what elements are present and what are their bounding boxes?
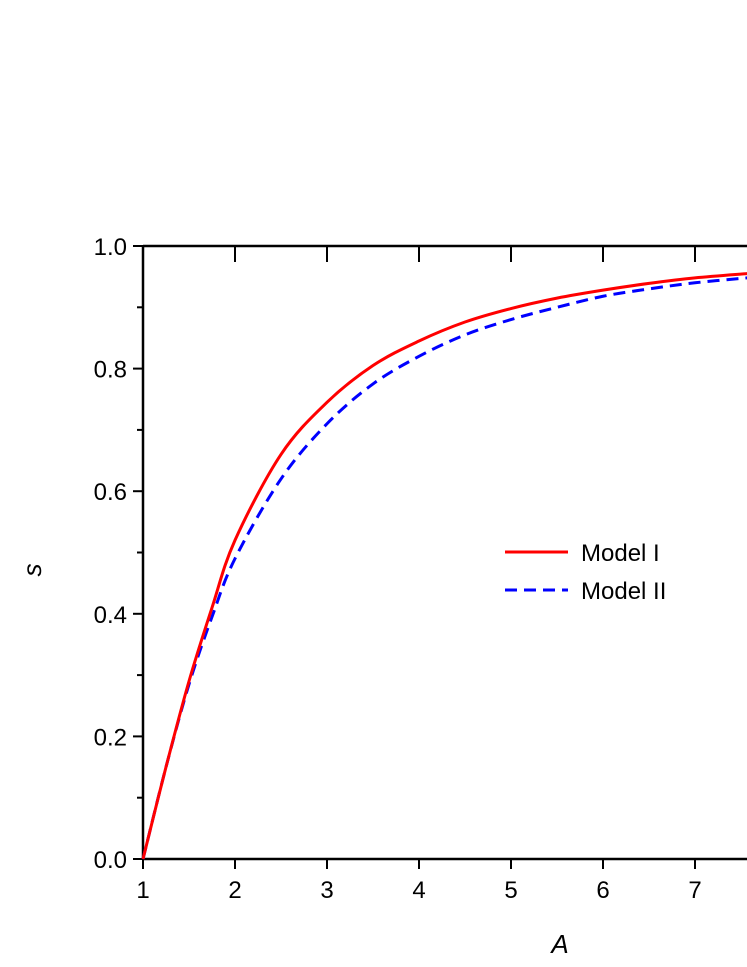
legend: Model I Model II (505, 540, 666, 605)
x-tick-label: 4 (412, 877, 425, 904)
y-tick-label: 0.8 (94, 357, 127, 384)
x-tick-label: 3 (320, 877, 333, 904)
y-tick-label: 0.2 (94, 724, 127, 751)
y-tick-label: 0.0 (94, 847, 127, 874)
legend-label: Model I (581, 540, 660, 567)
axes: 1 2 3 4 5 6 7 0.0 0.2 0.4 0.6 0.8 1.0 (94, 234, 747, 904)
x-axis-label: A (549, 929, 568, 959)
y-tick-label: 1.0 (94, 234, 127, 261)
x-tick-label: 7 (688, 877, 701, 904)
y-tick-label: 0.4 (94, 602, 127, 629)
series-line-model-ii (141, 276, 747, 860)
x-tick-label: 6 (596, 877, 609, 904)
x-tick-label: 1 (136, 877, 149, 904)
x-tick-label: 2 (228, 877, 241, 904)
series-line-model-i (141, 272, 747, 860)
series-group (141, 272, 747, 860)
legend-label: Model II (581, 578, 666, 605)
y-tick-label: 0.6 (94, 479, 127, 506)
x-tick-label: 5 (504, 877, 517, 904)
y-axis-label: s (17, 564, 47, 577)
